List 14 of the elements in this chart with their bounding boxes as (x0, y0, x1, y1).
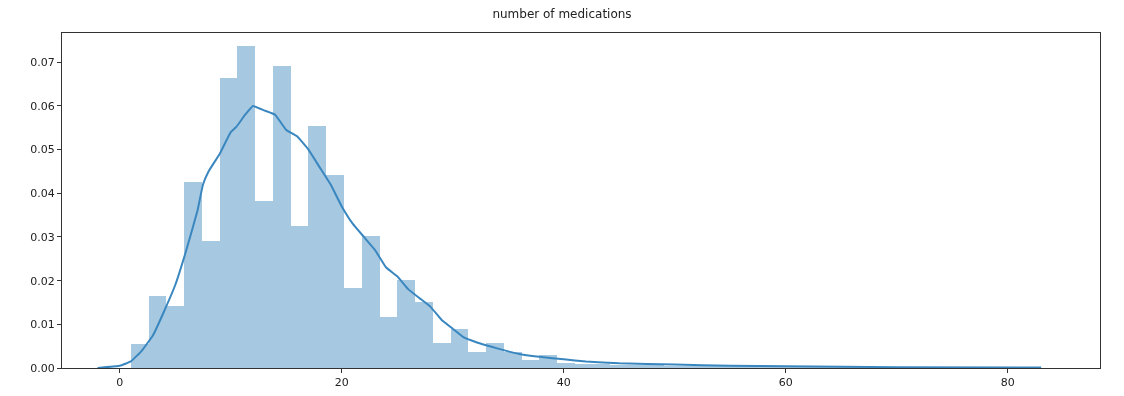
chart-title: number of medications (492, 7, 632, 22)
y-tick-label: 0.06 (30, 99, 55, 113)
y-tick-label: 0.02 (30, 274, 55, 288)
x-tick-label: 20 (334, 376, 349, 390)
x-tick-label: 80 (1000, 376, 1015, 390)
x-tick-label: 40 (556, 376, 571, 390)
y-tick-label: 0.05 (30, 143, 55, 157)
y-tick-label: 0.04 (30, 187, 55, 201)
y-tick-label: 0.03 (30, 230, 55, 244)
y-tick-label: 0.01 (30, 318, 55, 332)
y-tick-label: 0.07 (30, 56, 55, 70)
x-tick-label: 60 (778, 376, 793, 390)
x-tick-label: 0 (116, 376, 124, 390)
y-tick-label: 0.00 (30, 361, 55, 375)
